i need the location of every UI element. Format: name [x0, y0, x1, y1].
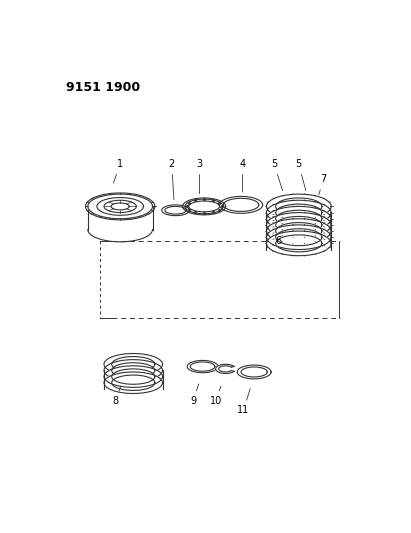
- Polygon shape: [182, 198, 226, 215]
- Text: 8: 8: [113, 386, 121, 406]
- Polygon shape: [266, 206, 331, 231]
- Polygon shape: [266, 231, 331, 256]
- Polygon shape: [266, 200, 331, 225]
- Text: 10: 10: [210, 386, 222, 406]
- Polygon shape: [237, 365, 271, 379]
- Text: 5: 5: [271, 159, 283, 191]
- Polygon shape: [266, 194, 331, 219]
- Text: 11: 11: [237, 389, 250, 415]
- Polygon shape: [88, 194, 152, 219]
- Polygon shape: [162, 205, 189, 216]
- Text: 5: 5: [296, 159, 306, 191]
- Polygon shape: [104, 353, 162, 375]
- Text: 1: 1: [113, 159, 123, 183]
- Text: 3: 3: [196, 159, 203, 193]
- Text: 9151 1900: 9151 1900: [66, 81, 141, 94]
- Text: 7: 7: [319, 174, 327, 195]
- Polygon shape: [187, 360, 218, 373]
- Text: 4: 4: [240, 159, 246, 192]
- Polygon shape: [104, 360, 162, 381]
- Text: 9: 9: [190, 384, 199, 406]
- Polygon shape: [104, 372, 162, 393]
- Text: 6: 6: [275, 230, 286, 246]
- Polygon shape: [216, 364, 234, 374]
- Polygon shape: [266, 219, 331, 244]
- Polygon shape: [104, 366, 162, 387]
- Polygon shape: [266, 213, 331, 237]
- Polygon shape: [219, 196, 263, 213]
- Polygon shape: [266, 225, 331, 249]
- Text: 2: 2: [169, 159, 175, 200]
